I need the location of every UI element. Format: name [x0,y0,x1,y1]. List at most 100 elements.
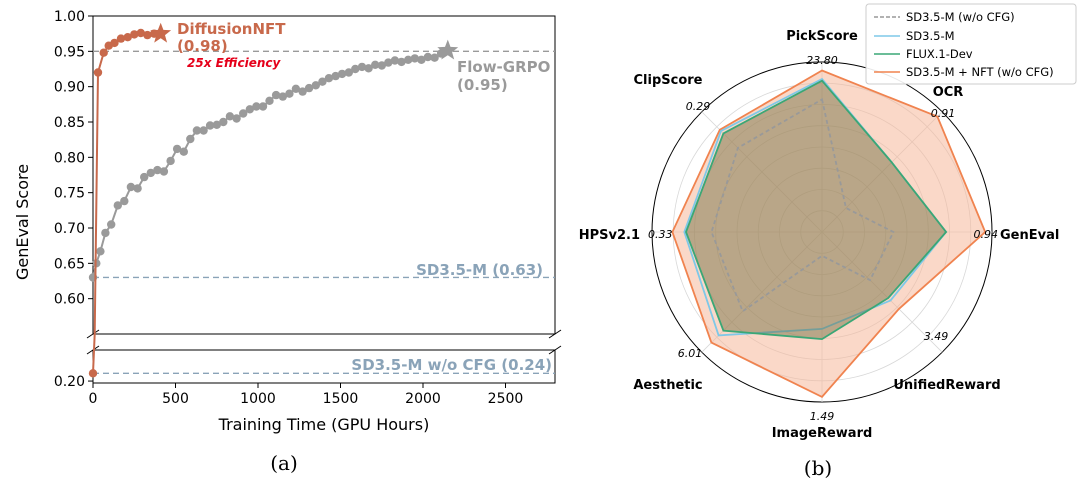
y-tick-label: 0.80 [54,150,85,166]
data-point [146,168,155,178]
data-point [232,114,241,123]
axis-break-mark [548,329,562,339]
radar-axis-label: GenEval [1000,228,1059,243]
data-point [285,89,294,98]
data-point [99,48,108,57]
radar-axis-label: HPSv2.1 [579,228,640,243]
x-tick-label: 1000 [240,391,276,407]
data-point [199,126,208,135]
data-point [331,71,340,81]
radar-axis-label: ImageReward [772,426,873,441]
data-point [186,134,195,144]
axis-break-mark [548,345,562,355]
data-point [239,109,248,118]
data-point [133,184,142,193]
x-tick-label: 1500 [323,391,359,407]
radar-axis-label: Aesthetic [633,378,702,393]
data-point [384,58,393,67]
panel-a-line-chart: 0 500 1000 1500 2000 2500 0.60 0.65 0.70 0.75 0.80… [13,9,562,475]
x-tick-label: 2500 [488,391,524,407]
radar-series-sd3-5-m-w-o-cfg [710,98,895,313]
data-point [417,55,426,64]
y-tick-label: 0.60 [54,292,85,308]
data-point [304,83,314,93]
upper-plot-frame [92,15,556,335]
axis-break-mark [86,329,100,339]
y-tick-label: 0.85 [54,115,85,131]
radar-axis-label: PickScore [786,29,858,44]
radar-axis-max-value: 0.94 [974,228,999,241]
radar-axis-max-value: 1.49 [810,410,835,423]
series-flow-grpo [88,39,459,282]
data-point [166,156,175,166]
data-point [205,121,215,130]
legend-label: SD3.5-M [906,29,955,43]
y-tick-label: 0.70 [54,221,85,237]
data-point [430,53,439,62]
data-point [212,120,221,129]
data-point [423,52,433,62]
data-point [404,55,413,64]
radar-series-flux-1-dev [685,79,948,341]
radar-axis-max-value: 6.01 [678,347,703,360]
legend: SD3.5-M (w/o CFG) SD3.5-M FLUX.1-Dev SD3… [865,3,1077,85]
data-point [110,38,119,48]
data-point [123,33,132,42]
data-point [88,369,98,378]
series-diffusionnft [88,22,172,378]
data-point [371,60,380,69]
data-point [93,68,103,77]
x-tick-label: 0 [89,391,98,407]
ref-line-label-sd35m-nocfg: SD3.5-M w/o CFG (0.24) [351,356,552,374]
data-point [126,182,136,192]
data-point [101,228,110,238]
data-point [265,96,274,106]
data-point [344,68,353,77]
data-point [219,117,228,127]
data-point [252,102,261,111]
data-point [377,61,386,70]
data-point [225,112,235,121]
radar-axis-max-value: 0.33 [648,228,673,241]
data-point [153,165,162,175]
x-axis-label: Training Time (GPU Hours) [218,415,430,434]
radar-axis-max-value: 0.29 [686,100,711,113]
ref-line-label-sd35m: SD3.5-M (0.63) [416,261,543,279]
data-point [192,126,202,135]
data-point [324,74,334,83]
annotation-diffusionnft-score: (0.98) [177,37,228,55]
data-point [130,30,139,39]
data-point [172,144,182,154]
radar-series-sd3-5-m-nft-w-o-cfg [671,69,987,399]
data-point [311,81,320,90]
data-point [96,247,105,256]
radar-axis-max-value: 3.49 [924,330,949,343]
radar-axis-label: OCR [933,85,964,100]
x-tick-label: 2000 [405,391,441,407]
data-point [278,92,287,101]
legend-label: SD3.5-M + NFT (w/o CFG) [906,65,1054,79]
data-point [140,172,149,182]
x-tick-label: 500 [162,391,189,407]
data-point [271,90,281,100]
data-point [120,196,129,206]
caption-a: (a) [270,451,298,475]
annotation-efficiency: 25x Efficiency [187,56,281,70]
legend-label: FLUX.1-Dev [906,47,973,61]
legend-label: SD3.5-M (w/o CFG) [906,10,1015,24]
data-point [397,57,406,67]
y-tick-label: 0.90 [54,80,85,96]
axis-break-mark [86,345,100,355]
legend-box [865,3,1077,85]
data-point [298,87,307,96]
y-tick-label: 1.00 [54,9,85,25]
data-point [113,201,123,210]
data-point [159,167,169,176]
data-point [258,102,268,111]
annotation-diffusionnft-name: DiffusionNFT [177,20,286,38]
series-line [92,49,449,278]
y-tick-label: 0.95 [54,44,85,60]
data-point [337,69,347,79]
data-point [364,64,373,73]
